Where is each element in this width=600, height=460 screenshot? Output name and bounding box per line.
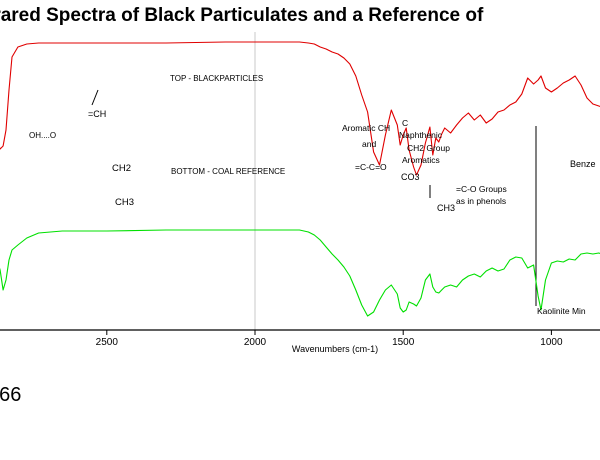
annotation-label: TOP - BLACKPARTICLES xyxy=(170,74,263,83)
annotation-label: Kaolinite Min xyxy=(537,306,586,316)
annotation-layer: =CH OH....O TOP - BLACKPARTICLES CH2 CH3 BOTT… xyxy=(29,74,596,316)
annotation-label: =C-O Groups xyxy=(456,184,507,194)
annotation-label: =C-C=O xyxy=(355,162,387,172)
x-axis: 30002500200015001000Wavenumbers (cm-1) xyxy=(0,329,600,354)
x-axis-label: Wavenumbers (cm-1) xyxy=(292,344,378,354)
annotation-label: CH3 xyxy=(115,197,134,208)
annotation-label: as in phenols xyxy=(456,196,506,206)
annotation-marks xyxy=(91,89,537,306)
annotation-label: C xyxy=(402,118,408,128)
figure-label: 066 xyxy=(0,384,22,406)
series-line-top xyxy=(0,41,600,176)
plot-background xyxy=(0,32,600,330)
chart-title: frared Spectra of Black Particulates and… xyxy=(0,5,484,26)
x-tick-label: 1500 xyxy=(392,337,415,348)
x-tick-label: 2000 xyxy=(244,337,267,348)
annotation-pointer-ch xyxy=(91,89,99,106)
series-line-bottom xyxy=(0,229,600,317)
annotation-label: Aromatics xyxy=(402,155,440,165)
annotation-label: CO3 xyxy=(401,172,420,182)
x-tick-label: 1000 xyxy=(540,337,563,348)
plot-frame xyxy=(0,32,600,330)
x-tick-label: 2500 xyxy=(96,337,119,348)
series-layer xyxy=(0,41,600,317)
annotation-label: Benze xyxy=(570,159,596,169)
annotation-label: Aromatic CH xyxy=(342,123,390,133)
annotation-label: BOTTOM - COAL REFERENCE xyxy=(171,167,285,176)
annotation-label: and xyxy=(362,139,376,149)
annotation-label: CH2 Group xyxy=(407,143,450,153)
annotation-label: Naphthenic xyxy=(399,130,443,140)
annotation-label: CH2 xyxy=(112,163,131,174)
annotation-label: CH3 xyxy=(437,203,455,213)
annotation-label: OH....O xyxy=(29,131,56,140)
annotation-label: =CH xyxy=(88,109,106,119)
